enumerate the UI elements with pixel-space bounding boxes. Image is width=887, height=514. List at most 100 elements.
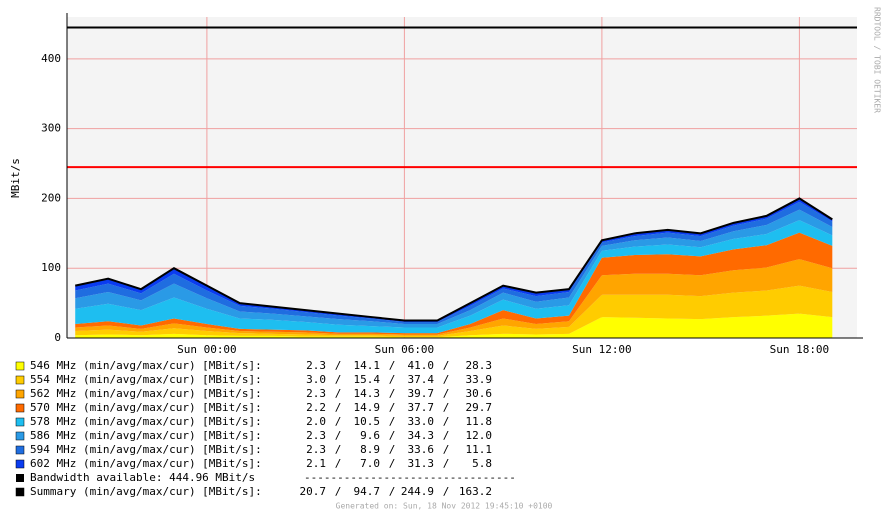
legend-stat: 41.0 [408,359,435,372]
legend-label: 562 MHz (min/avg/max/cur) [MBit/s]: [30,387,262,400]
legend-slash: / [335,373,342,386]
legend-swatch [15,459,25,469]
legend-stat: 7.0 [360,457,380,470]
legend-slash: / [389,429,396,442]
legend-slash: / [335,485,342,498]
legend-slash: / [443,387,450,400]
legend-label: 594 MHz (min/avg/max/cur) [MBit/s]: [30,443,262,456]
legend-stat: 12.0 [466,429,493,442]
legend-swatch [15,487,25,497]
legend-label: 570 MHz (min/avg/max/cur) [MBit/s]: [30,401,262,414]
legend-stat: 2.3 [306,387,326,400]
legend-separator: -------------------------------- [304,471,516,484]
legend-slash: / [335,415,342,428]
legend-swatch [15,417,25,427]
y-tick-label: 0 [54,331,61,344]
legend-stat: 2.3 [306,359,326,372]
legend-stat: 5.8 [472,457,492,470]
legend-slash: / [443,401,450,414]
area [75,259,833,336]
legend-stat: 15.4 [354,373,381,386]
legend-label: Bandwidth available: 444.96 MBit/s [30,471,255,484]
legend-slash: / [335,443,342,456]
legend-slash: / [443,373,450,386]
legend-stat: 163.2 [459,485,492,498]
legend-stat: 29.7 [466,401,493,414]
legend-stat: 10.5 [354,415,381,428]
legend-swatch [15,375,25,385]
legend-slash: / [443,457,450,470]
legend-stat: 2.3 [306,443,326,456]
legend-stat: 33.6 [408,443,435,456]
legend-stat: 33.9 [466,373,493,386]
y-tick-label: 100 [41,261,61,274]
area [75,232,833,335]
area [75,313,833,338]
legend-slash: / [389,415,396,428]
legend-slash: / [443,429,450,442]
legend-swatch [15,431,25,441]
legend-stat: 2.1 [306,457,326,470]
legend-stat: 28.3 [466,359,493,372]
legend-label: 546 MHz (min/avg/max/cur) [MBit/s]: [30,359,262,372]
legend-slash: / [335,457,342,470]
y-tick-label: 200 [41,191,61,204]
legend-swatch [15,389,25,399]
legend-stat: 34.3 [408,429,435,442]
legend-stat: 2.2 [306,401,326,414]
legend-stat: 31.3 [408,457,435,470]
legend-stat: 14.9 [354,401,381,414]
legend-stat: 2.0 [306,415,326,428]
legend-stat: 11.1 [466,443,493,456]
legend-slash: / [389,373,396,386]
legend-stat: 3.0 [306,373,326,386]
legend-label: 602 MHz (min/avg/max/cur) [MBit/s]: [30,457,262,470]
legend-stat: 20.7 [300,485,327,498]
legend-slash: / [389,387,396,400]
legend-stat: 37.7 [408,401,435,414]
y-axis-label: MBit/s [9,158,22,198]
generated-text: Generated on: Sun, 18 Nov 2012 19:45:10 … [336,502,553,511]
legend-stat: 30.6 [466,387,493,400]
legend-slash: / [389,443,396,456]
legend-slash: / [389,359,396,372]
area [75,285,833,338]
legend-slash: / [335,359,342,372]
x-tick-label: Sun 12:00 [572,343,632,356]
legend-stat: 11.8 [466,415,493,428]
legend-swatch [15,445,25,455]
legend-swatch [15,403,25,413]
y-tick-label: 300 [41,122,61,135]
legend-stat: 14.1 [354,359,381,372]
legend-slash: / [443,443,450,456]
legend-swatch [15,361,25,371]
legend-stat: 14.3 [354,387,381,400]
legend-stat: 2.3 [306,429,326,442]
legend-slash: / [335,401,342,414]
y-tick-label: 400 [41,52,61,65]
legend-stat: 9.6 [360,429,380,442]
legend-slash: / [335,429,342,442]
side-text: RRDTOOL / TOBI OETIKER [873,7,882,113]
legend-label: 578 MHz (min/avg/max/cur) [MBit/s]: [30,415,262,428]
x-tick-label: Sun 18:00 [770,343,830,356]
legend-slash: / [389,401,396,414]
legend-slash: / [443,485,450,498]
legend-swatch [16,474,24,482]
area [75,220,833,334]
legend-stat: 244.9 [401,485,434,498]
legend-stat: 8.9 [360,443,380,456]
legend-slash: / [389,485,396,498]
legend-label: 554 MHz (min/avg/max/cur) [MBit/s]: [30,373,262,386]
x-tick-label: Sun 00:00 [177,343,237,356]
legend-stat: 37.4 [408,373,435,386]
legend-label: 586 MHz (min/avg/max/cur) [MBit/s]: [30,429,262,442]
legend-stat: 39.7 [408,387,435,400]
legend-stat: 94.7 [354,485,381,498]
legend-slash: / [443,415,450,428]
legend-stat: 33.0 [408,415,435,428]
legend-slash: / [443,359,450,372]
total-outline [75,197,833,322]
legend-slash: / [335,387,342,400]
